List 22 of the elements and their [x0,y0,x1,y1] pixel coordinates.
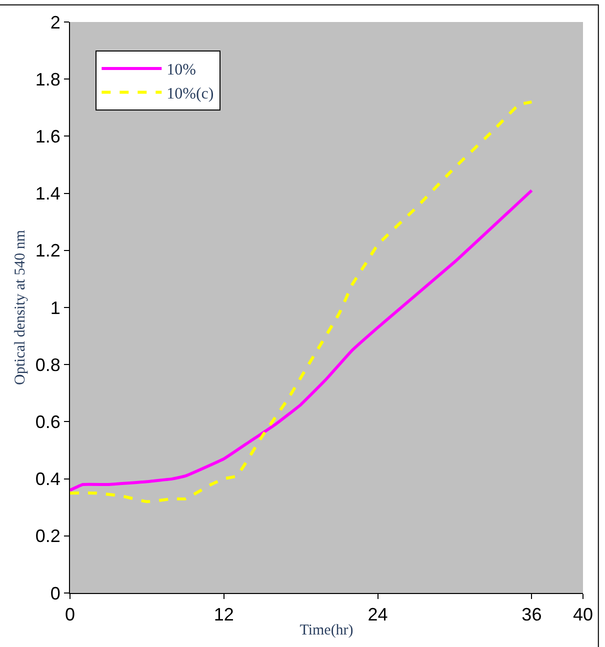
y-tick-label: 2 [50,12,60,32]
y-tick-label: 0.8 [35,354,60,375]
x-axis-title: Time(hr) [300,622,354,639]
y-tick-label: 1.6 [35,126,60,146]
line-series [70,188,534,492]
y-tick-label: 1.2 [35,240,60,261]
legend-label: 10% [166,62,196,79]
legend-label: 10%(c) [166,85,214,102]
x-tick-label: 12 [214,604,234,625]
y-tick-label: 0 [50,583,60,604]
y-tick-label: 1.8 [35,69,60,90]
x-tick-label: 40 [572,604,594,625]
y-axis-title: Optical density at 540 nm [12,230,29,385]
y-tick-label: 0.2 [35,526,60,546]
x-tick-label: 24 [368,604,388,625]
y-tick-label: 1.4 [35,184,60,204]
x-tick-label: 36 [522,604,542,625]
line-series [70,100,534,504]
y-tick-label: 0.6 [35,412,60,432]
y-tick-label: 1 [50,298,60,318]
y-tick-label: 0.4 [35,469,60,490]
x-tick-label: 0 [64,604,76,625]
